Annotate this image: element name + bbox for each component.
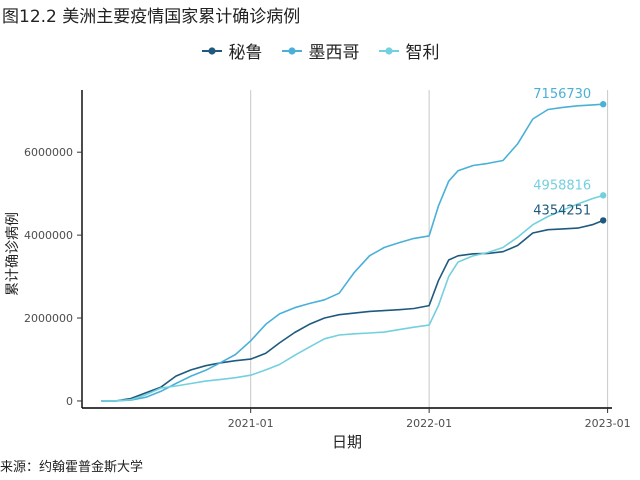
x-tick-label-1: 2022-01 [406, 417, 452, 430]
series-lines [101, 101, 607, 402]
y-tick-label-3: 6000000 [24, 146, 73, 159]
legend-key-0 [201, 46, 222, 55]
legend-key-1 [281, 46, 302, 55]
series-line-2 [101, 194, 604, 402]
series-end-point-0 [599, 217, 607, 224]
legend: 秘鲁 墨西哥 智利 [0, 38, 640, 63]
series-line-0 [101, 219, 604, 402]
gridlines [250, 90, 609, 408]
legend-label-1: 墨西哥 [308, 43, 360, 63]
legend-key-2 [378, 46, 399, 55]
end-labels: 4354251 7156730 4958816 [533, 87, 591, 218]
legend-item-2: 智利 [378, 38, 440, 63]
source-note: 来源：约翰霍普金斯大学 [0, 460, 144, 475]
x-axis-title: 日期 [332, 433, 362, 451]
y-tick-label-0: 0 [66, 395, 73, 408]
x-tick-label-2: 2023-01 [585, 417, 631, 430]
legend-item-1: 墨西哥 [281, 38, 360, 63]
y-tick-label-2: 4000000 [24, 229, 73, 242]
legend-label-2: 智利 [405, 43, 440, 63]
y-axis-title: 累计确诊病例 [5, 212, 21, 296]
x-tick-label-0: 2021-01 [228, 417, 274, 430]
end-label-1: 7156730 [533, 87, 591, 102]
y-tick-label-1: 2000000 [24, 312, 73, 325]
series-end-point-2 [599, 192, 607, 199]
series-end-point-1 [599, 101, 607, 108]
end-label-2: 4958816 [533, 178, 591, 193]
end-label-0: 4354251 [533, 203, 591, 218]
legend-item-0: 秘鲁 [201, 38, 263, 63]
legend-label-0: 秘鲁 [228, 43, 263, 63]
chart-title: 图12.2 美洲主要疫情国家累计确诊病例 [2, 7, 301, 27]
axes: 0 2000000 4000000 6000000 2021-01 2022-01 2023… [5, 90, 631, 451]
series-line-1 [101, 103, 604, 402]
